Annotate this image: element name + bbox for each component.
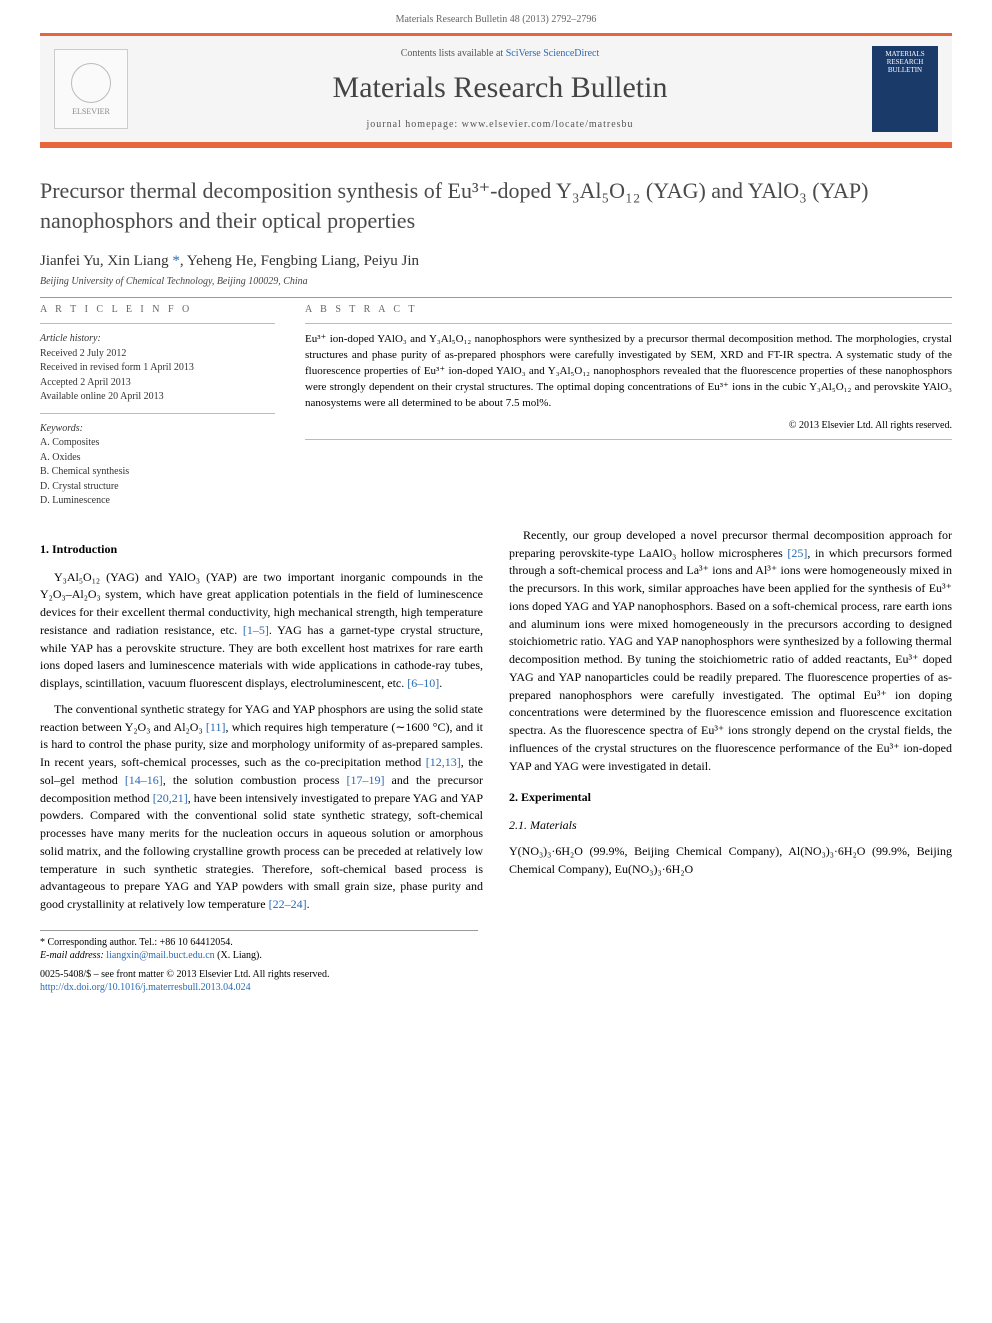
abstract-divider — [305, 323, 952, 324]
history-head: Article history: — [40, 333, 101, 344]
info-divider — [40, 323, 275, 324]
keyword-3: B. Chemical synthesis — [40, 465, 275, 480]
history-accepted: Accepted 2 April 2013 — [40, 376, 275, 391]
sciencedirect-link[interactable]: SciVerse ScienceDirect — [506, 48, 600, 59]
history-revised: Received in revised form 1 April 2013 — [40, 361, 275, 376]
copyright-line: © 2013 Elsevier Ltd. All rights reserved… — [305, 420, 952, 431]
running-header: Materials Research Bulletin 48 (2013) 27… — [0, 0, 992, 33]
corresponding-footnote: * Corresponding author. Tel.: +86 10 644… — [40, 937, 478, 948]
keyword-4: D. Crystal structure — [40, 480, 275, 495]
email-suffix: (X. Liang). — [215, 950, 262, 961]
materials-para: Y(NO₃)₃·6H₂O (99.9%, Beijing Chemical Co… — [509, 843, 952, 879]
publisher-name: ELSEVIER — [72, 107, 110, 116]
abstract-divider-2 — [305, 439, 952, 440]
abstract-column: A B S T R A C T Eu³⁺ ion-doped YAlO₃ and… — [305, 304, 952, 509]
ref-1-5[interactable]: [1–5] — [243, 623, 269, 637]
history-received: Received 2 July 2012 — [40, 347, 275, 362]
author-list: Jianfei Yu, Xin Liang *, Yeheng He, Feng… — [40, 253, 952, 270]
email-label: E-mail address: — [40, 950, 106, 961]
ref-22-24[interactable]: [22–24] — [269, 897, 307, 911]
intro-para-3: Recently, our group developed a novel pr… — [509, 527, 952, 776]
section-intro-head: 1. Introduction — [40, 541, 483, 559]
journal-title: Materials Research Bulletin — [142, 71, 858, 105]
corresponding-mark: * — [172, 253, 180, 269]
issn-line: 0025-5408/$ – see front matter © 2013 El… — [40, 969, 478, 980]
email-link[interactable]: liangxin@mail.buct.edu.cn — [106, 950, 214, 961]
section-experimental-head: 2. Experimental — [509, 789, 952, 807]
contents-available-line: Contents lists available at SciVerse Sci… — [142, 48, 858, 59]
doi-link[interactable]: http://dx.doi.org/10.1016/j.materresbull… — [40, 982, 251, 993]
journal-header-box: ELSEVIER Contents lists available at Sci… — [40, 36, 952, 142]
subsection-materials-head: 2.1. Materials — [509, 817, 952, 835]
contents-text: Contents lists available at — [401, 48, 506, 59]
ref-25[interactable]: [25] — [787, 546, 807, 560]
article-info-head: A R T I C L E I N F O — [40, 304, 275, 315]
footnotes-block: * Corresponding author. Tel.: +86 10 644… — [40, 930, 478, 993]
keyword-1: A. Composites — [40, 436, 275, 451]
affiliation: Beijing University of Chemical Technolog… — [40, 276, 952, 287]
journal-cover-thumb: MATERIALS RESEARCH BULLETIN — [872, 46, 938, 132]
article-title: Precursor thermal decomposition synthesi… — [40, 176, 952, 235]
ref-6-10[interactable]: [6–10] — [407, 676, 439, 690]
elsevier-tree-icon — [71, 63, 111, 103]
abstract-head: A B S T R A C T — [305, 304, 952, 315]
ref-17-19[interactable]: [17–19] — [346, 773, 384, 787]
journal-center-block: Contents lists available at SciVerse Sci… — [142, 48, 858, 130]
article-info-column: A R T I C L E I N F O Article history: R… — [40, 304, 275, 509]
intro-para-1: Y₃Al₅O₁₂ (YAG) and YAlO₃ (YAP) are two i… — [40, 569, 483, 693]
history-online: Available online 20 April 2013 — [40, 390, 275, 405]
keywords-head: Keywords: — [40, 423, 83, 434]
email-footnote: E-mail address: liangxin@mail.buct.edu.c… — [40, 950, 478, 961]
intro-para-2: The conventional synthetic strategy for … — [40, 701, 483, 914]
ref-20-21[interactable]: [20,21] — [153, 791, 188, 805]
info-divider-2 — [40, 413, 275, 414]
ref-12-13[interactable]: [12,13] — [426, 755, 461, 769]
ref-11[interactable]: [11] — [206, 720, 226, 734]
body-two-column: 1. Introduction Y₃Al₅O₁₂ (YAG) and YAlO₃… — [40, 527, 952, 914]
divider — [40, 297, 952, 298]
doi-line: http://dx.doi.org/10.1016/j.materresbull… — [40, 982, 478, 993]
abstract-text: Eu³⁺ ion-doped YAlO₃ and Y₃Al₅O₁₂ nanoph… — [305, 332, 952, 412]
authors-text: Jianfei Yu, Xin Liang *, Yeheng He, Feng… — [40, 253, 419, 269]
elsevier-logo: ELSEVIER — [54, 49, 128, 129]
keyword-2: A. Oxides — [40, 451, 275, 466]
ref-14-16[interactable]: [14–16] — [125, 773, 163, 787]
keyword-5: D. Luminescence — [40, 494, 275, 509]
journal-homepage: journal homepage: www.elsevier.com/locat… — [142, 119, 858, 130]
